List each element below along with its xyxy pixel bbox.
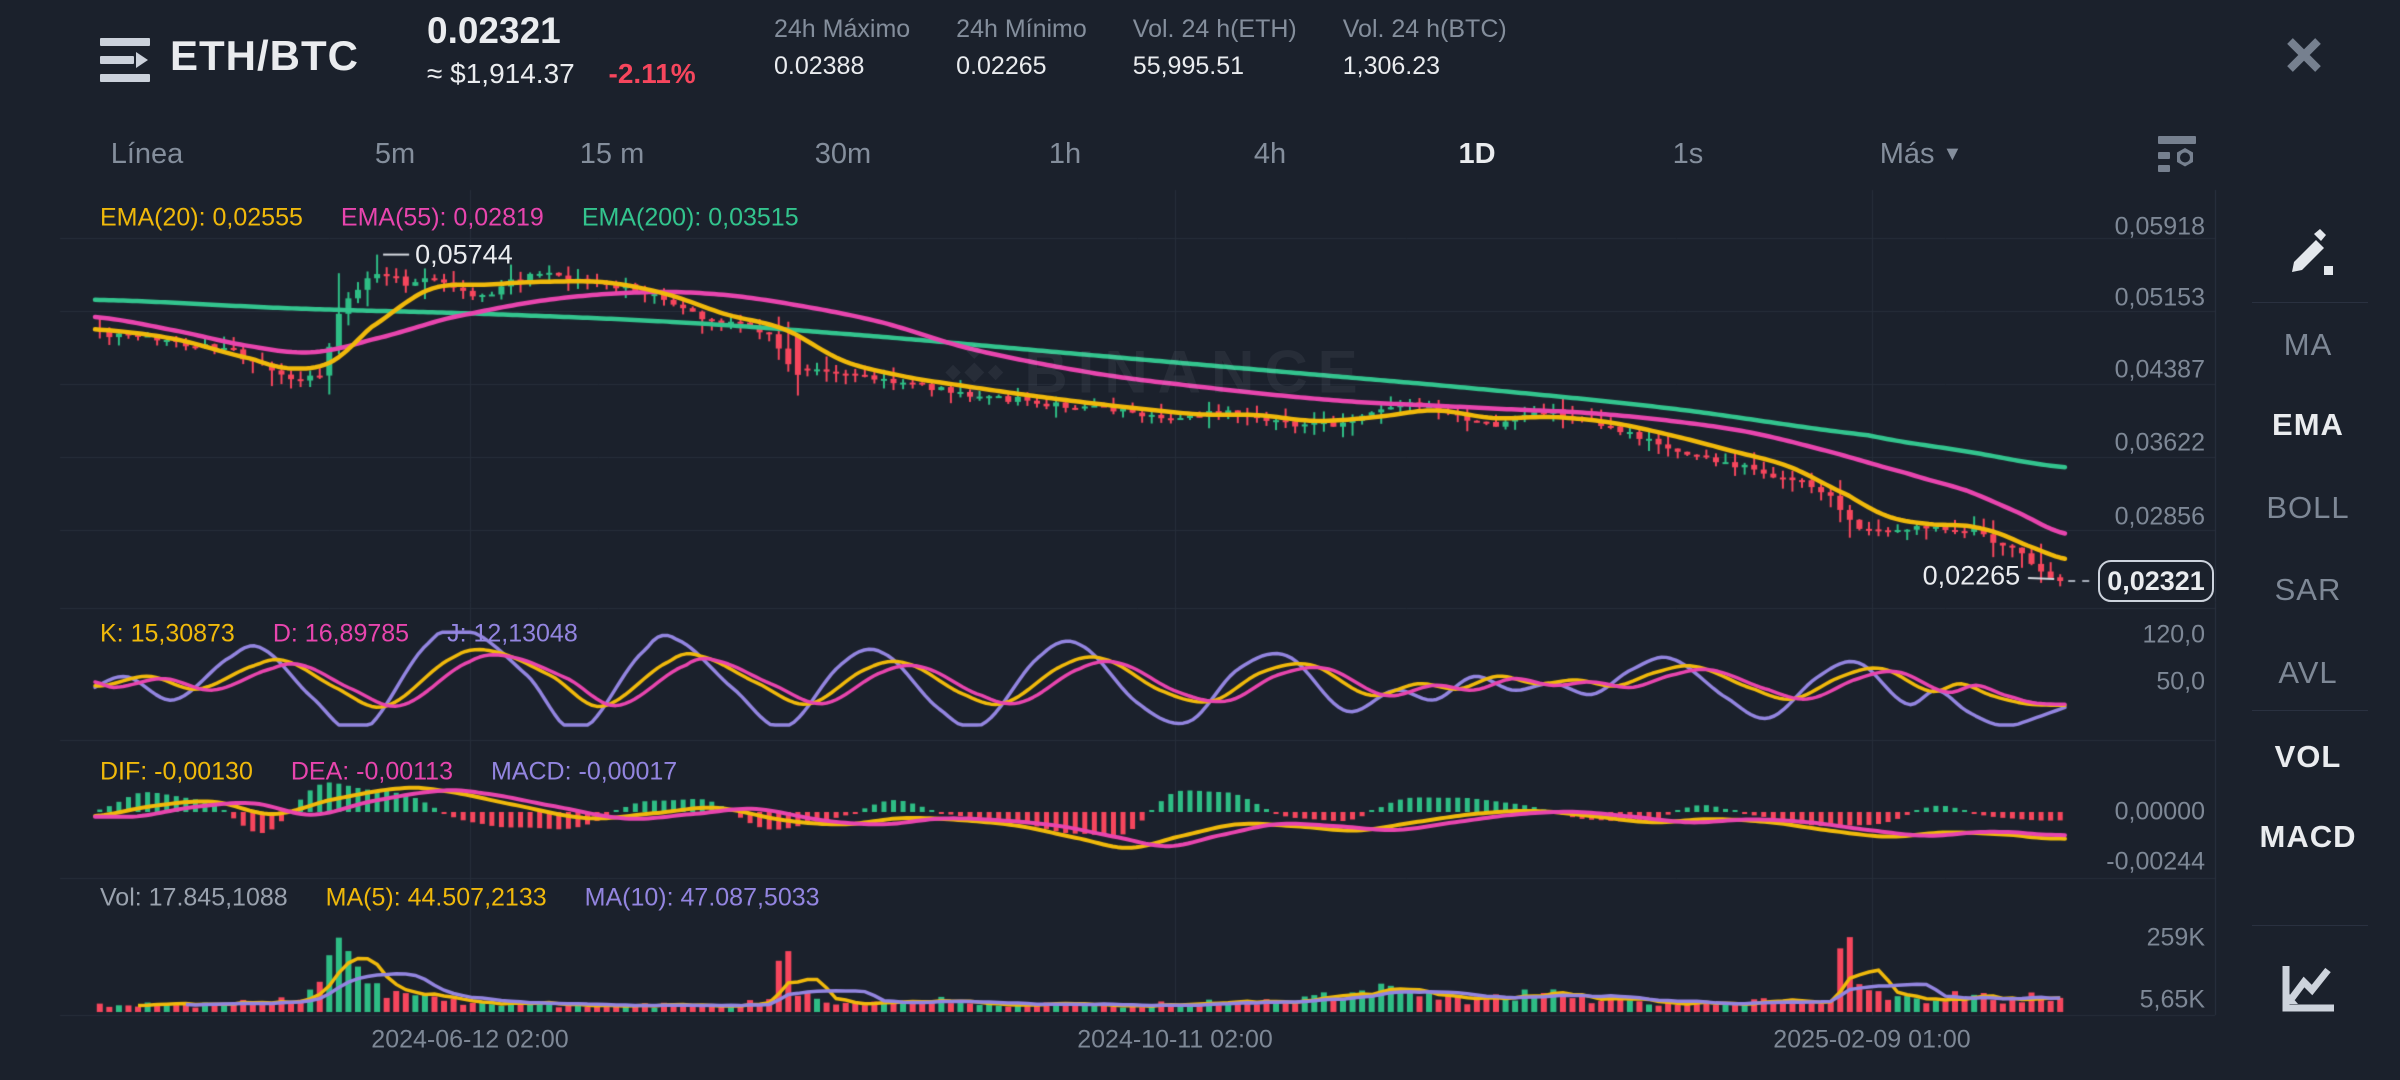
sidebar-item-ema[interactable]: EMA: [2272, 407, 2344, 442]
legend-item: D: 16,89785: [272, 619, 410, 648]
tab-1h[interactable]: 1h: [1049, 138, 1081, 171]
legend-item: EMA(20): 0,02555: [100, 203, 303, 232]
time-axis-tick: 2025-02-09 01:00: [1773, 1025, 1971, 1054]
legend-item: EMA(200): 0,03515: [581, 203, 799, 232]
tab-label: 1s: [1672, 138, 1704, 170]
y-axis-tick: 0,04387: [2114, 355, 2205, 384]
legend-item: EMA(55): 0,02819: [340, 203, 544, 232]
sidebar-item-avl[interactable]: AVL: [2278, 655, 2338, 690]
sidebar-divider: [2252, 302, 2368, 303]
last-price-value: 0.02321: [427, 10, 561, 51]
ticker-stat: 24h Mínimo 0.02265: [956, 12, 1087, 86]
sidebar-item-sar[interactable]: SAR: [2274, 572, 2342, 607]
price-usd: ≈ $1,914.37: [427, 58, 575, 89]
legend-item: MA(5): 44.507,2133: [325, 883, 547, 912]
legend-item: MA(10): 47.087,5033: [584, 883, 820, 912]
sidebar-item-boll[interactable]: BOLL: [2266, 490, 2350, 525]
legend-item: MACD: -0,00017: [491, 757, 678, 786]
stat-label: Vol. 24 h(ETH): [1132, 15, 1297, 43]
tab-15m[interactable]: 15 m: [580, 138, 644, 171]
y-axis-tick: 259K: [2146, 923, 2205, 952]
volume-legend: Vol: 17.845,1088 MA(5): 44.507,2133 MA(10)…: [100, 884, 858, 913]
stat-value: 0.02388: [774, 52, 865, 80]
sidebar-item-macd[interactable]: MACD: [2259, 819, 2357, 854]
ticker-stat: Vol. 24 h(ETH) 55,995.51: [1133, 12, 1297, 86]
sidebar-item-ma[interactable]: MA: [2283, 327, 2333, 362]
sidebar-divider: [2252, 925, 2368, 926]
tab-label: 15 m: [579, 138, 645, 170]
tab-label: 1D: [1458, 138, 1496, 170]
tab-label: 5m: [374, 138, 416, 170]
ticker-stat: Vol. 24 h(BTC) 1,306.23: [1343, 12, 1507, 86]
high-annotation: 0,05744: [415, 239, 513, 270]
tab-label: Línea: [110, 138, 184, 170]
y-axis-tick: 0,02856: [2114, 502, 2205, 531]
tab-label: 30m: [814, 138, 872, 170]
legend-item: J: 12,13048: [447, 619, 578, 648]
tab-4h[interactable]: 4h: [1254, 138, 1286, 171]
ticker-stats: 24h Máximo 0.02388 24h Mínimo 0.02265 Vol. 2…: [774, 12, 1553, 86]
sidebar-divider: [2252, 710, 2368, 711]
indicator-settings-icon[interactable]: [2156, 132, 2200, 176]
y-axis-tick: 120,0: [2142, 620, 2205, 649]
stat-label: Vol. 24 h(BTC): [1342, 15, 1507, 43]
close-button[interactable]: [2278, 30, 2330, 82]
stat-value: 0.02265: [956, 52, 1047, 80]
kdj-legend: K: 15,30873 D: 16,89785 J: 12,13048: [100, 620, 616, 649]
legend-item: DIF: -0,00130: [100, 757, 253, 786]
legend-item: Vol: 17.845,1088: [100, 883, 288, 912]
tab-más[interactable]: Más ▼: [1880, 138, 1963, 171]
low-annotation: 0,02265: [1922, 560, 2021, 591]
time-axis-tick: 2024-10-11 02:00: [1077, 1025, 1273, 1054]
legend-item: K: 15,30873: [100, 619, 235, 648]
stat-value: 55,995.51: [1132, 52, 1245, 80]
legend-item: DEA: -0,00113: [290, 757, 453, 786]
chevron-down-icon: ▼: [1942, 143, 1963, 165]
tab-label: Más: [1879, 138, 1935, 170]
page-title: ETH/BTC: [170, 32, 359, 79]
close-icon: [2287, 37, 2321, 72]
y-axis-tick: 50,0: [2156, 667, 2205, 696]
y-axis-tick: 0,05918: [2114, 212, 2205, 241]
menu-icon[interactable]: [98, 34, 154, 86]
tab-label: 4h: [1253, 138, 1287, 170]
stat-label: 24h Máximo: [774, 15, 911, 43]
tab-1s[interactable]: 1s: [1673, 138, 1704, 171]
chart-tools-icon[interactable]: [2282, 958, 2336, 1017]
sidebar-item-vol[interactable]: VOL: [2274, 739, 2342, 774]
tab-5m[interactable]: 5m: [375, 138, 415, 171]
y-axis-tick: 0,03622: [2114, 428, 2205, 457]
tab-1d[interactable]: 1D: [1458, 138, 1495, 171]
tab-línea[interactable]: Línea: [111, 138, 184, 171]
tab-label: 1h: [1048, 138, 1082, 170]
change-percent: -2.11%: [608, 58, 696, 89]
time-axis-tick: 2024-06-12 02:00: [371, 1025, 569, 1054]
tab-30m[interactable]: 30m: [815, 138, 871, 171]
stat-label: 24h Mínimo: [956, 15, 1087, 43]
price-usd-row: ≈ $1,914.37 -2.11%: [427, 58, 696, 90]
draw-tools-icon[interactable]: [2284, 228, 2334, 283]
stat-value: 1,306.23: [1342, 52, 1441, 80]
y-axis-tick: 0,05153: [2114, 283, 2205, 312]
ticker-stat: 24h Máximo 0.02388: [774, 12, 910, 86]
y-axis-tick: 5,65K: [2139, 985, 2205, 1014]
y-axis-tick: 0,00000: [2114, 797, 2205, 826]
macd-legend: DIF: -0,00130 DEA: -0,00113 MACD: -0,00017: [100, 758, 715, 787]
current-price-badge: 0,02321: [2098, 560, 2214, 602]
price-legend: EMA(20): 0,02555 EMA(55): 0,02819 EMA(200)…: [100, 204, 837, 233]
y-axis-tick: -0,00244: [2106, 847, 2205, 876]
